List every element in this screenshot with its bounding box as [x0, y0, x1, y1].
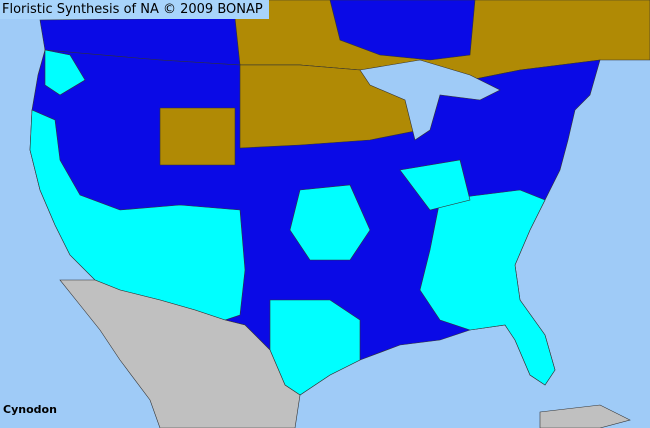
southeast-cyan [419, 189, 556, 386]
wyoming-brown [159, 107, 236, 166]
canada-blue-region-east [329, 0, 476, 61]
map-title: Floristic Synthesis of NA © 2009 BONAP [0, 0, 269, 19]
cuba [539, 404, 631, 428]
central-cyan [289, 184, 371, 261]
species-label: Cynodon [3, 403, 57, 416]
midwest-cyan [399, 159, 471, 211]
northwest-cyan [44, 49, 86, 96]
mexico-region [59, 279, 301, 428]
great-lakes [359, 59, 501, 141]
